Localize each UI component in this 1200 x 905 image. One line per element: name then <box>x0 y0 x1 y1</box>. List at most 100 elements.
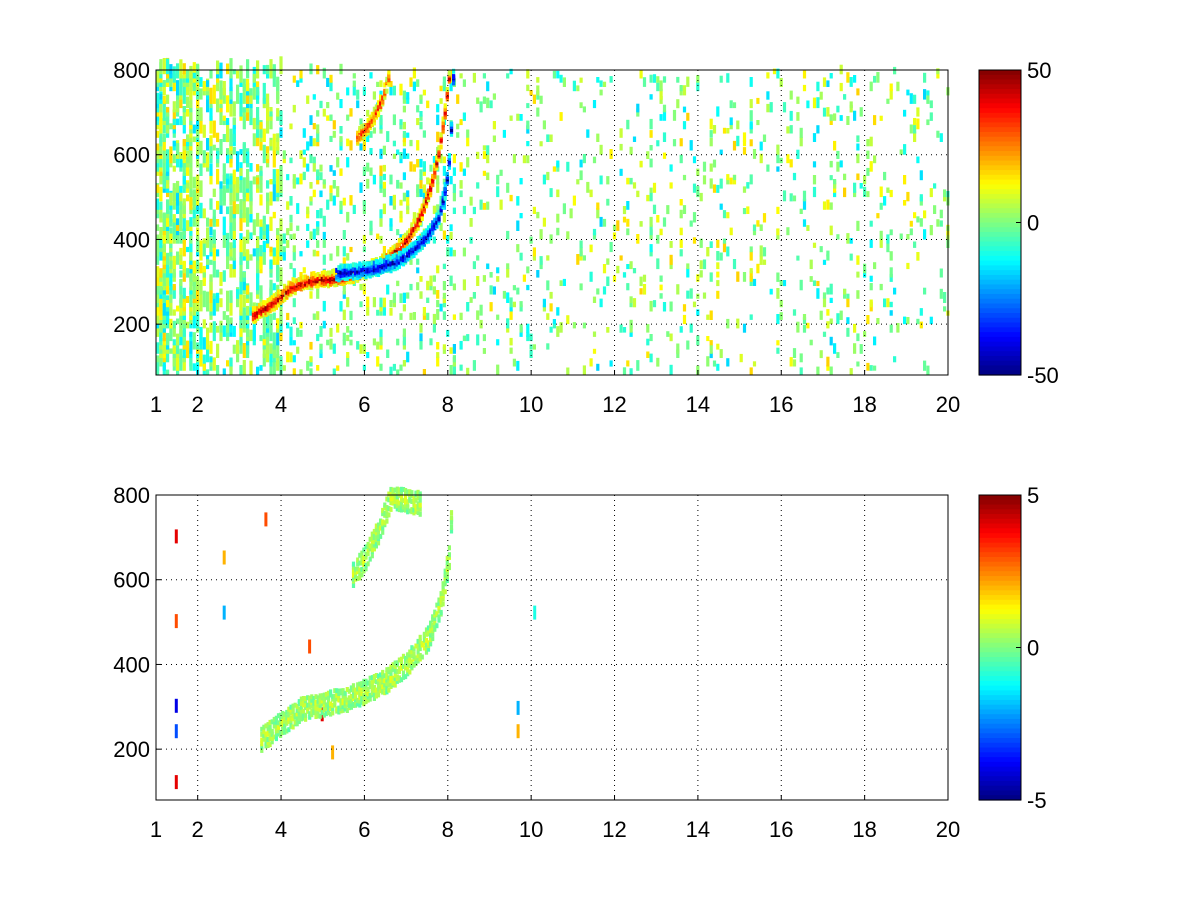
heatmap-cell <box>179 77 183 96</box>
heatmap-cell <box>360 686 364 692</box>
heatmap-cell <box>459 162 463 172</box>
heatmap-cell <box>833 113 837 121</box>
heatmap-cell <box>262 729 266 735</box>
heatmap-cell <box>374 262 378 268</box>
heatmap-cell <box>656 258 660 270</box>
heatmap-cell <box>252 83 256 100</box>
heatmap-cell <box>256 133 260 147</box>
heatmap-cell <box>437 145 441 151</box>
heatmap-cell <box>174 529 178 544</box>
heatmap-cell <box>391 500 395 506</box>
heatmap-cell <box>426 646 431 652</box>
heatmap-cell <box>385 689 389 695</box>
heatmap-cell <box>496 314 500 320</box>
heatmap-cell <box>246 322 250 329</box>
heatmap-cell <box>418 638 422 644</box>
heatmap-cell <box>439 609 443 615</box>
heatmap-cell <box>596 288 600 295</box>
heatmap-cell <box>242 177 246 197</box>
heatmap-cell <box>366 261 370 267</box>
colorbar-swatch <box>979 289 1021 295</box>
colorbar-swatch <box>979 766 1021 773</box>
heatmap-cell <box>279 730 283 736</box>
heatmap-cell <box>359 283 363 291</box>
heatmap-cell <box>156 184 160 193</box>
heatmap-cell <box>506 230 510 240</box>
heatmap-cell <box>404 655 408 661</box>
heatmap-cell <box>202 363 206 371</box>
heatmap-cell <box>602 286 607 295</box>
heatmap-cell <box>409 77 413 87</box>
heatmap-cell <box>212 216 216 223</box>
heatmap-cell <box>156 130 160 138</box>
heatmap-cell <box>696 293 700 299</box>
heatmap-cell <box>532 206 536 214</box>
heatmap-cell <box>742 147 747 155</box>
heatmap-cell <box>345 263 349 269</box>
heatmap-cell <box>362 687 366 692</box>
heatmap-cell <box>509 115 513 121</box>
heatmap-cell <box>249 304 253 316</box>
colorbar-swatch <box>979 260 1021 266</box>
heatmap-cell <box>316 169 320 176</box>
heatmap-cell <box>682 174 687 181</box>
heatmap-cell <box>406 241 410 247</box>
y-tick-label: 400 <box>113 652 150 677</box>
heatmap-cell <box>166 199 170 214</box>
heatmap-cell <box>443 581 447 587</box>
heatmap-cell <box>692 237 697 244</box>
heatmap-cell <box>362 200 366 206</box>
heatmap-cell <box>272 169 276 185</box>
heatmap-cell <box>326 706 331 712</box>
heatmap-cell <box>172 272 176 278</box>
heatmap-cell <box>216 365 220 375</box>
heatmap-cell <box>279 304 283 325</box>
heatmap-cell <box>291 277 295 283</box>
heatmap-cell <box>182 106 186 125</box>
heatmap-cell <box>285 715 289 720</box>
heatmap-cell <box>366 551 370 557</box>
colorbar-swatch <box>979 585 1021 591</box>
heatmap-cell <box>209 163 213 176</box>
heatmap-cell <box>279 233 283 253</box>
heatmap-cell <box>368 273 372 279</box>
heatmap-cell <box>742 186 747 193</box>
heatmap-cell <box>226 153 230 164</box>
x-tick-label: 14 <box>686 817 710 842</box>
heatmap-cell <box>696 81 700 92</box>
heatmap-cell <box>182 230 186 236</box>
heatmap-cell <box>360 694 364 700</box>
heatmap-cell <box>822 292 827 299</box>
heatmap-cell <box>542 174 546 185</box>
heatmap-cell <box>186 109 190 117</box>
heatmap-cell <box>322 238 326 248</box>
heatmap-cell <box>849 253 853 261</box>
heatmap-cell <box>439 136 443 142</box>
heatmap-cell <box>682 205 687 214</box>
heatmap-cell <box>449 528 454 534</box>
heatmap-cell <box>166 287 170 295</box>
heatmap-cell <box>159 201 163 210</box>
heatmap-cell <box>679 249 683 257</box>
colorbar-swatch <box>979 785 1021 792</box>
heatmap-cell <box>279 165 283 172</box>
heatmap-cell <box>639 276 643 287</box>
heatmap-cell <box>816 366 820 375</box>
heatmap-cell <box>222 120 226 126</box>
heatmap-cell <box>401 242 406 248</box>
heatmap-cell <box>172 309 176 316</box>
heatmap-cell <box>362 364 366 371</box>
heatmap-cell <box>159 136 163 142</box>
heatmap-cell <box>401 237 406 243</box>
x-tick-label: 10 <box>519 392 543 417</box>
heatmap-cell <box>846 327 850 337</box>
heatmap-cell <box>370 531 374 537</box>
heatmap-cell <box>416 242 420 248</box>
heatmap-cell <box>372 338 376 346</box>
heatmap-cell <box>393 660 397 666</box>
heatmap-cell <box>192 279 196 287</box>
heatmap-cell <box>329 276 333 282</box>
heatmap-cell <box>309 135 313 147</box>
heatmap-cell <box>249 329 253 342</box>
heatmap-cell <box>276 190 280 198</box>
